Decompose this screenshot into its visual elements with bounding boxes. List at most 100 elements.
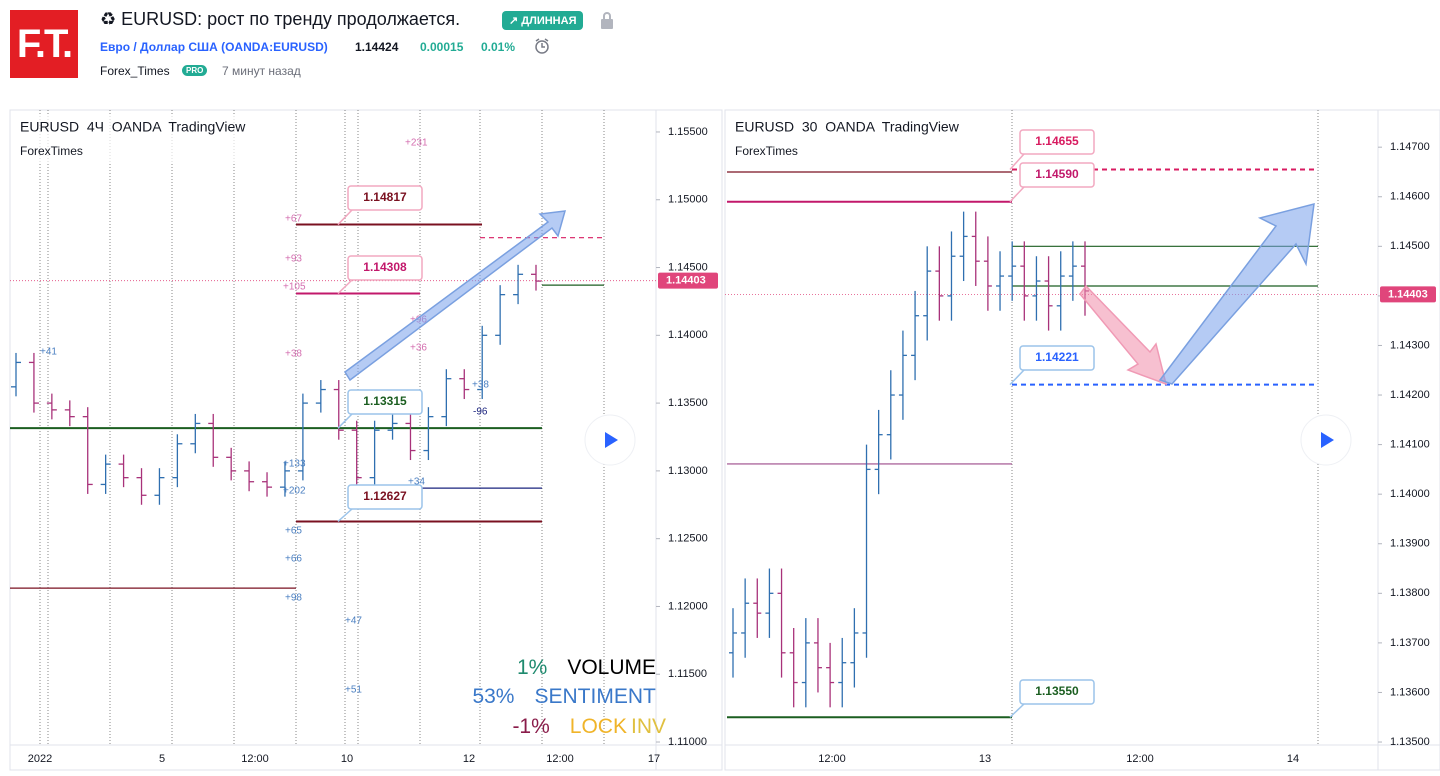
y-tick-label: 1.15500: [668, 126, 708, 138]
y-tick-label: 1.15000: [668, 194, 708, 206]
trend-arrow: [1158, 202, 1315, 385]
y-tick-label: 1.14600: [1390, 191, 1430, 203]
pro-badge: PRO: [182, 65, 208, 76]
indicator-part: SENTIMENT: [534, 685, 656, 708]
callout-label: 1.13550: [1035, 684, 1079, 698]
idea-title: ♻ EURUSD: рост по тренду продолжается.: [100, 9, 461, 29]
callout-box: [1019, 162, 1095, 188]
callout-pointer: [337, 413, 353, 429]
y-tick-label: 1.13600: [1390, 686, 1430, 698]
indicator-row: 1% VOLUME: [517, 656, 656, 679]
callout-label: 1.13315: [363, 394, 407, 408]
y-tick-label: 1.14700: [1390, 141, 1430, 153]
callout-pointer: [1009, 186, 1025, 203]
bar-annotation: +38: [472, 380, 489, 391]
play-button[interactable]: [1300, 414, 1352, 466]
time-label: 12:00: [241, 753, 269, 765]
bar-annotation: +34: [408, 477, 425, 488]
indicator-part: 53%: [472, 685, 514, 708]
chart-panel: 1.147001.146001.145001.144001.143001.142…: [724, 109, 1440, 771]
y-tick-label: 1.14200: [1390, 389, 1430, 401]
play-icon: [605, 432, 618, 448]
play-button[interactable]: [584, 414, 636, 466]
alarm-icon[interactable]: [533, 37, 551, 55]
chart-subtitle: ForexTimes: [735, 144, 798, 158]
time-label: 14: [1287, 753, 1299, 765]
bar-annotation: +67: [285, 214, 302, 225]
bar-annotation: +202: [283, 486, 306, 497]
y-tick-label: 1.13800: [1390, 587, 1430, 599]
bar-annotation: -96: [473, 407, 488, 418]
last-price-tag: [658, 272, 718, 289]
y-tick-label: 1.14000: [668, 329, 708, 341]
bar-annotation: +105: [283, 282, 306, 293]
time-label: 2022: [28, 753, 52, 765]
bar-annotation: +36: [410, 343, 427, 354]
time-label: 17: [648, 753, 660, 765]
legend-bg: [727, 116, 997, 162]
y-tick-label: 1.14500: [1390, 240, 1430, 252]
callout-box: [1019, 679, 1095, 705]
indicator-part: VOLUME: [567, 656, 656, 679]
panel-frame: [724, 109, 1440, 771]
bar-annotation: +47: [345, 616, 362, 627]
indicator-row: -1% LOCK INV: [512, 715, 666, 738]
symbol-link[interactable]: Евро / Доллар США (OANDA:EURUSD): [100, 40, 328, 54]
callout-box: [1019, 345, 1095, 371]
y-tick-label: 1.14500: [668, 261, 708, 273]
direction-badge: ↗ ДЛИННАЯ: [502, 11, 584, 30]
bar-annotation: +133: [283, 459, 306, 470]
trend-arrow: [1079, 284, 1168, 386]
indicator-row: 53% SENTIMENT: [472, 685, 656, 708]
time-label: 12: [463, 753, 475, 765]
callout-label: 1.14655: [1035, 134, 1079, 148]
y-tick-label: 1.14000: [1390, 488, 1430, 500]
callout-label: 1.14308: [363, 260, 407, 274]
y-tick-label: 1.13500: [668, 397, 708, 409]
last-price-tag: [1380, 286, 1436, 303]
y-tick-label: 1.13500: [1390, 736, 1430, 748]
callout-pointer: [337, 508, 353, 523]
callout-box: [1019, 129, 1095, 155]
indicator-part: 1%: [517, 656, 547, 679]
time-label: 12:00: [546, 753, 574, 765]
author-link[interactable]: Forex_Times: [100, 64, 170, 78]
price-change-pct: 0.01%: [481, 40, 516, 54]
y-tick-label: 1.13900: [1390, 538, 1430, 550]
callout-box: [347, 389, 423, 415]
price-change: 0.00015: [420, 40, 464, 54]
y-tick-label: 1.13700: [1390, 637, 1430, 649]
bar-annotation: +65: [285, 526, 302, 537]
trend-arrow: [343, 210, 567, 382]
chart-panel: 1.15500 1.15000 1.14500 1.14000 1.13500 1.130…: [9, 109, 723, 771]
callout-pointer: [1009, 369, 1025, 386]
callout-box: [347, 484, 423, 510]
bar-annotation: +41: [40, 347, 57, 358]
indicator-part: INV: [631, 715, 666, 738]
bar-annotation: +93: [285, 254, 302, 265]
chart-title: EURUSD 30 OANDA TradingView: [735, 119, 960, 135]
callout-label: 1.14817: [363, 190, 407, 204]
callout-label: 1.14590: [1035, 167, 1079, 181]
indicator-part: -1%: [512, 715, 549, 738]
y-tick-label: 1.11000: [668, 736, 707, 748]
y-tick-label: 1.13000: [668, 465, 708, 477]
logo[interactable]: F.T.: [10, 10, 78, 78]
chart-subtitle: ForexTimes: [20, 144, 83, 158]
chart-title: EURUSD 4Ч OANDA TradingView: [20, 119, 246, 135]
publish-time: 7 минут назад: [222, 64, 301, 78]
callout-pointer: [337, 209, 353, 226]
bar-annotation: +66: [285, 554, 302, 565]
callout-pointer: [1009, 153, 1025, 170]
bar-annotation: +38: [285, 349, 302, 360]
price: 1.14424: [355, 40, 399, 54]
y-tick-label: 1.12500: [668, 533, 708, 545]
time-label: 10: [341, 753, 353, 765]
callout-label: 1.12627: [363, 489, 407, 503]
callout-box: [347, 255, 423, 281]
indicator-part: LOCK: [570, 715, 627, 738]
callout-box: [347, 185, 423, 211]
